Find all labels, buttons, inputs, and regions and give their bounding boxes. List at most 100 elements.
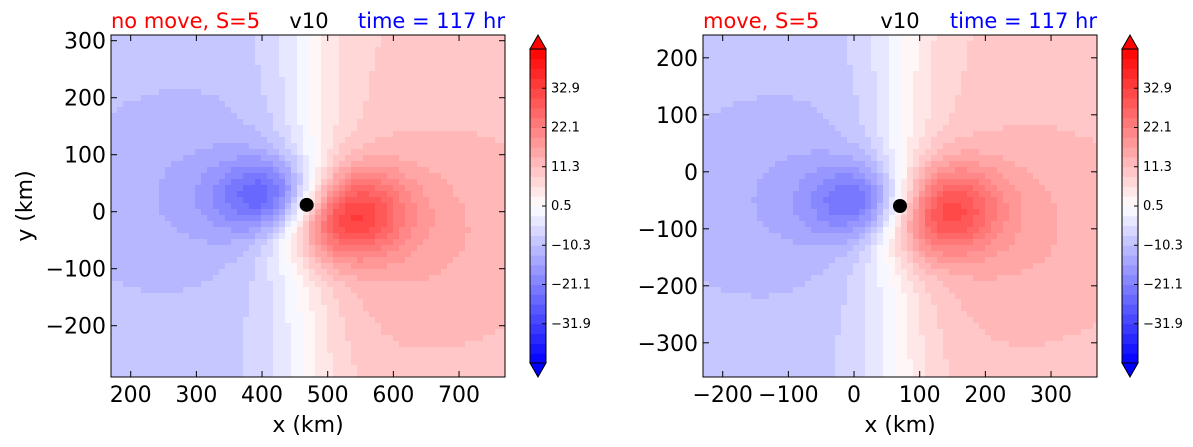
contour-cell [147, 77, 154, 84]
contour-cell [273, 191, 280, 198]
contour-cell [369, 131, 376, 138]
contour-cell [429, 167, 436, 174]
contour-cell [339, 311, 346, 318]
contour-cell [447, 311, 454, 318]
contour-cell [141, 119, 148, 126]
contour-cell [231, 149, 238, 156]
contour-cell [721, 167, 728, 174]
contour-cell [465, 305, 472, 312]
contour-cell [709, 137, 716, 144]
contour-cell [477, 239, 484, 246]
contour-cell [465, 359, 472, 366]
contour-cell [369, 287, 376, 294]
contour-cell [111, 335, 118, 342]
contour-cell [315, 167, 322, 174]
contour-cell [763, 323, 770, 330]
contour-cell [441, 305, 448, 312]
contour-cell [219, 251, 226, 258]
contour-cell [135, 185, 142, 192]
contour-cell [273, 227, 280, 234]
contour-cell [339, 269, 346, 276]
contour-cell [381, 329, 388, 336]
contour-cell [147, 197, 154, 204]
contour-cell [471, 353, 478, 360]
contour-cell [399, 257, 406, 264]
contour-cell [261, 59, 268, 66]
contour-cell [739, 365, 746, 372]
contour-cell [769, 263, 776, 270]
contour-cell [817, 83, 824, 90]
contour-cell [153, 269, 160, 276]
contour-cell [309, 317, 316, 324]
contour-cell [781, 317, 788, 324]
contour-cell [297, 293, 304, 300]
contour-cell [715, 155, 722, 162]
contour-cell [793, 107, 800, 114]
contour-cell [141, 245, 148, 252]
contour-cell [721, 101, 728, 108]
contour-cell [351, 41, 358, 48]
contour-cell [381, 341, 388, 348]
contour-cell [417, 263, 424, 270]
contour-cell [129, 359, 136, 366]
contour-cell [177, 89, 184, 96]
contour-cell [267, 65, 274, 72]
contour-cell [817, 257, 824, 264]
contour-cell [405, 137, 412, 144]
contour-cell [727, 113, 734, 120]
contour-cell [787, 293, 794, 300]
contour-cell [733, 161, 740, 168]
contour-cell [769, 245, 776, 252]
contour-cell [135, 143, 142, 150]
contour-cell [769, 47, 776, 54]
contour-cell [315, 197, 322, 204]
contour-cell [327, 137, 334, 144]
contour-cell [757, 245, 764, 252]
contour-cell [135, 299, 142, 306]
contour-cell [453, 227, 460, 234]
contour-cell [201, 251, 208, 258]
contour-cell [189, 323, 196, 330]
contour-cell [297, 299, 304, 306]
contour-cell [781, 185, 788, 192]
contour-cell [129, 257, 136, 264]
contour-cell [129, 317, 136, 324]
contour-cell [213, 239, 220, 246]
contour-cell [763, 197, 770, 204]
contour-cell [165, 179, 172, 186]
contour-cell [375, 203, 382, 210]
contour-cell [345, 143, 352, 150]
contour-cell [435, 41, 442, 48]
contour-cell [339, 143, 346, 150]
contour-cell [111, 77, 118, 84]
contour-cell [501, 113, 505, 120]
contour-cell [273, 125, 280, 132]
contour-cell [363, 293, 370, 300]
contour-cell [219, 191, 226, 198]
contour-cell [327, 101, 334, 108]
contour-cell [159, 227, 166, 234]
contour-cell [477, 41, 484, 48]
contour-cell [375, 215, 382, 222]
contour-cell [423, 89, 430, 96]
contour-cell [327, 125, 334, 132]
contour-cell [495, 341, 502, 348]
contour-cell [351, 155, 358, 162]
contour-cell [309, 191, 316, 198]
contour-cell [225, 95, 232, 102]
contour-cell [225, 191, 232, 198]
contour-cell [207, 287, 214, 294]
contour-field [111, 35, 505, 377]
contour-cell [381, 245, 388, 252]
contour-cell [435, 305, 442, 312]
contour-cell [351, 365, 358, 372]
contour-cell [381, 161, 388, 168]
contour-cell [399, 59, 406, 66]
contour-cell [465, 113, 472, 120]
contour-cell [787, 215, 794, 222]
contour-cell [321, 245, 328, 252]
contour-cell [249, 95, 256, 102]
contour-cell [357, 41, 364, 48]
contour-cell [147, 191, 154, 198]
